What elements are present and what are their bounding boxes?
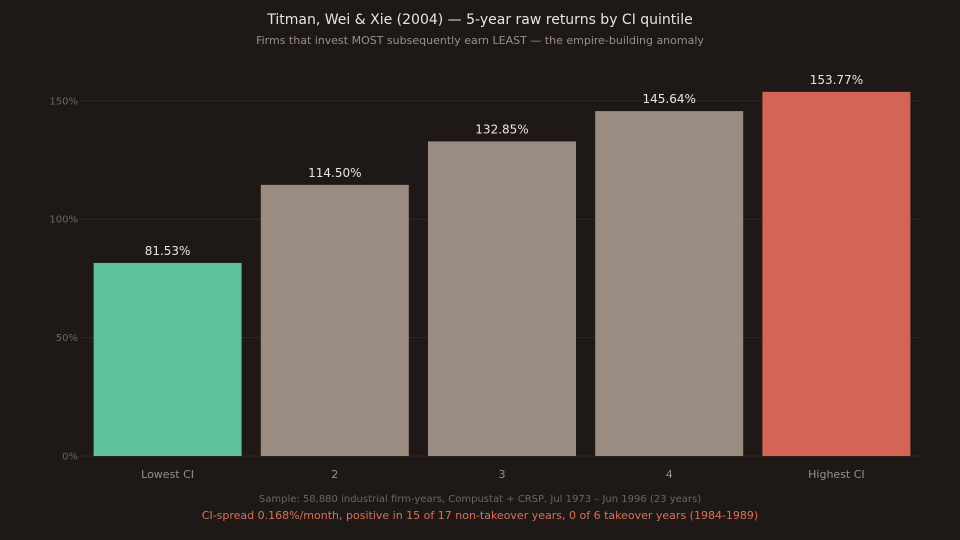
sample-note: Sample: 58,880 industrial firm-years, Co… — [258, 494, 702, 505]
x-tick-label: 2 — [331, 468, 338, 481]
bar-value-label: 153.77% — [810, 73, 863, 87]
bar-value-label: 132.85% — [475, 122, 528, 136]
ci-spread-note: CI-spread 0.168%/month, positive in 15 o… — [201, 509, 759, 522]
x-tick-label: 3 — [499, 468, 506, 481]
x-tick-label: 4 — [666, 468, 673, 481]
bar-value-label: 145.64% — [643, 92, 696, 106]
bar-value-label: 81.53% — [145, 244, 191, 258]
y-tick-label: 150% — [49, 96, 78, 107]
chart-title: Titman, Wei & Xie (2004) — 5-year raw re… — [267, 12, 693, 28]
bar — [260, 184, 409, 456]
bar — [428, 141, 576, 456]
x-tick-label: Lowest CI — [141, 468, 194, 481]
bar — [595, 111, 744, 457]
chart-subtitle: Firms that invest MOST subsequently earn… — [256, 34, 704, 47]
bar — [93, 262, 242, 456]
y-tick-label: 0% — [62, 452, 78, 463]
y-tick-label: 50% — [56, 333, 78, 344]
bar-value-label: 114.50% — [308, 166, 361, 180]
x-tick-label: Highest CI — [808, 468, 865, 481]
bar — [762, 91, 911, 456]
y-tick-label: 100% — [49, 215, 78, 226]
